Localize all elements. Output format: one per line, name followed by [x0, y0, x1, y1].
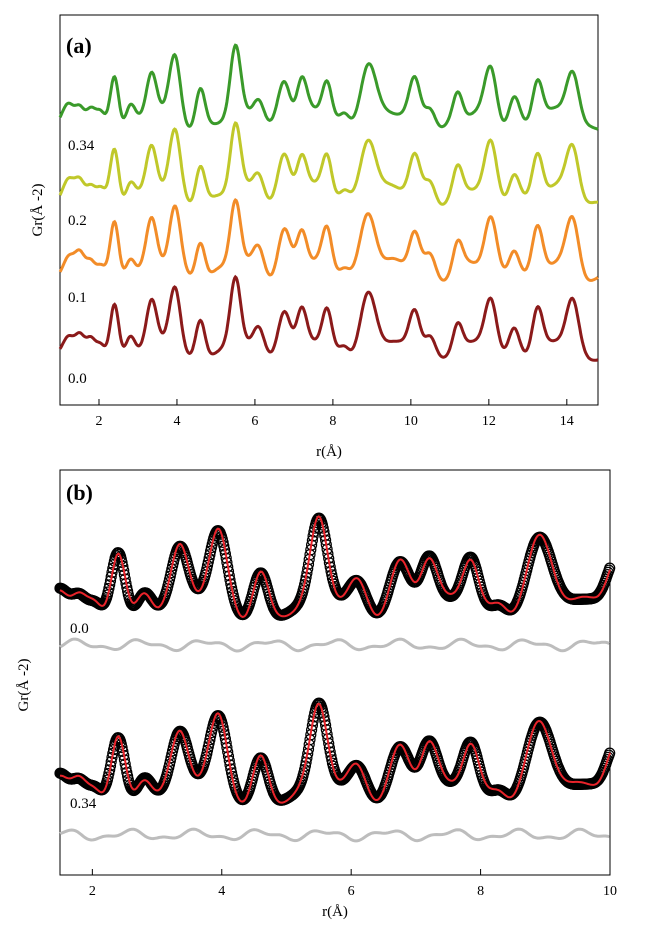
data-point: [117, 560, 129, 573]
panel-a: (a) 2 4 6 8 10 12 14 0.0 0.1 0.2 0.34 r(Å) Gr(Å -…: [30, 14, 599, 460]
data-point: [604, 747, 616, 759]
panel-b-x-ticks: 2 4 6 8 10: [89, 869, 617, 899]
panel-a-x-tick-label: 2: [95, 414, 102, 429]
fit-line: [59, 515, 611, 618]
panel-a-x-tick-label: 8: [329, 414, 336, 429]
difference-line: [59, 827, 610, 843]
panel-a-x-axis-label: r(Å): [316, 444, 342, 460]
panel-a-series-label: 0.1: [68, 290, 87, 306]
panel-a-y-axis-label: Gr(Å -2): [30, 184, 46, 237]
panel-a-series-0.2-line: [58, 121, 598, 206]
panel-a-x-tick-label: 10: [404, 414, 418, 429]
panel-a-series-0.1-line: [58, 198, 599, 282]
panel-b-series-0.34: [54, 697, 616, 843]
panel-a-x-ticks: 2 4 6 8 10 12 14: [95, 399, 574, 429]
panel-a-curves: [58, 43, 599, 362]
panel-a-series-0.34-line: [58, 43, 599, 131]
panel-b-series-label: 0.0: [70, 621, 89, 637]
panel-b-series-0.0: [54, 512, 616, 653]
panel-b-label: (b): [66, 480, 93, 505]
panel-b: (b) 2 4 6 8 10 0.0 0.34 r(Å) Gr(Å -2): [16, 469, 617, 920]
panel-b-x-axis-label: r(Å): [322, 904, 348, 920]
panel-a-series-labels: 0.0 0.1 0.2 0.34: [68, 138, 95, 387]
panel-a-frame: [59, 14, 599, 406]
data-point: [116, 556, 128, 569]
panel-a-x-tick-label: 4: [173, 414, 180, 429]
panel-b-x-tick-label: 2: [89, 884, 96, 899]
fit-line: [59, 702, 611, 804]
panel-b-y-axis-label: Gr(Å -2): [16, 659, 32, 712]
panel-b-x-tick-label: 4: [218, 884, 225, 899]
panel-a-label: (a): [66, 33, 92, 58]
panel-b-frame: [59, 469, 611, 876]
panel-b-x-tick-label: 10: [603, 884, 617, 899]
panel-a-x-tick-label: 12: [482, 414, 496, 429]
difference-line: [59, 637, 610, 653]
panel-a-series-label: 0.0: [68, 371, 87, 387]
panel-b-series-label: 0.34: [70, 796, 97, 812]
panel-b-x-tick-label: 6: [348, 884, 355, 899]
panel-a-series-label: 0.2: [68, 213, 87, 229]
panel-b-series-labels: 0.0 0.34: [70, 621, 97, 812]
panel-a-x-tick-label: 14: [560, 414, 574, 429]
panel-b-x-tick-label: 8: [477, 884, 484, 899]
panel-a-series-label: 0.34: [68, 138, 95, 154]
panel-b-curves: [54, 512, 616, 843]
panel-a-series-0.0-line: [58, 274, 599, 362]
panel-a-x-tick-label: 6: [251, 414, 258, 429]
